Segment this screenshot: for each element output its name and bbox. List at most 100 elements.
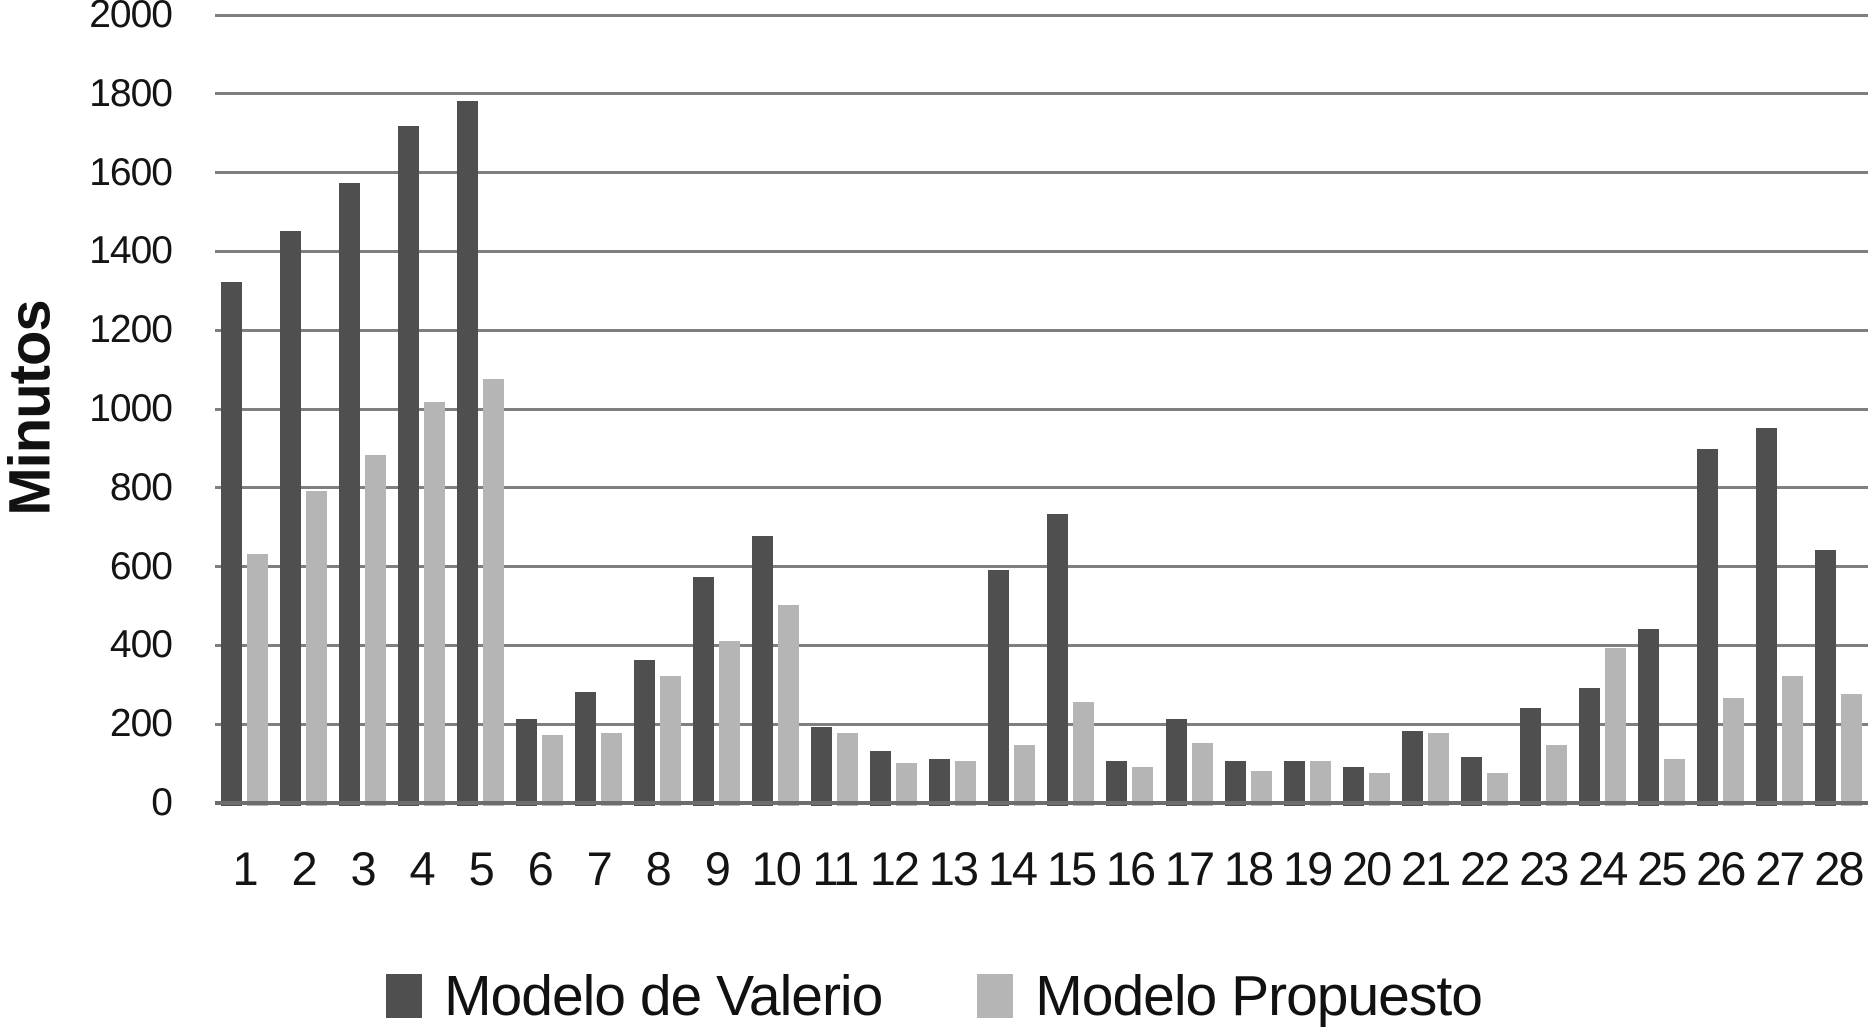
category-group-25 [1632, 15, 1691, 806]
bar-series1-cat12 [870, 750, 892, 806]
category-group-21 [1396, 15, 1455, 806]
legend-swatch-1 [386, 974, 423, 1018]
gridline-1200 [215, 328, 1868, 332]
category-group-22 [1455, 15, 1514, 806]
bar-series1-cat8 [634, 660, 656, 806]
bar-series2-cat15 [1073, 701, 1095, 806]
legend-swatch-2 [977, 974, 1014, 1018]
bar-series1-cat26 [1696, 449, 1718, 806]
bar-series1-cat25 [1637, 628, 1659, 806]
y-tick-label-400: 400 [109, 623, 173, 667]
category-group-12 [864, 15, 923, 806]
x-tick-label-20: 20 [1341, 842, 1392, 895]
category-group-26 [1691, 15, 1750, 806]
category-group-17 [1160, 15, 1219, 806]
legend-item-1: Modelo de Valerio [386, 966, 883, 1026]
x-tick-label-22: 22 [1460, 842, 1510, 895]
bar-series2-cat13 [955, 760, 977, 806]
bar-series2-cat22 [1486, 772, 1508, 806]
bar-series1-cat21 [1401, 731, 1423, 806]
x-tick-label-16: 16 [1105, 842, 1156, 895]
bar-series1-cat2 [280, 230, 302, 806]
bar-series1-cat4 [398, 126, 420, 806]
bar-series1-cat24 [1578, 687, 1600, 806]
category-group-1 [215, 15, 274, 806]
bar-series2-cat21 [1427, 733, 1449, 806]
bar-series2-cat6 [542, 735, 564, 806]
bar-series1-cat22 [1460, 756, 1482, 806]
x-axis-tick-labels: 1 2 3 4 5 6 7 8 9 10 11 12 13 14 15 16 17 18 19 20 21 22 23 24 2… [215, 838, 1868, 900]
bar-series2-cat8 [660, 675, 682, 806]
x-tick-label-24: 24 [1578, 842, 1628, 895]
category-group-13 [923, 15, 982, 806]
bar-series2-cat27 [1781, 675, 1803, 806]
x-tick-label-23: 23 [1519, 842, 1569, 895]
bar-series1-cat28 [1814, 549, 1836, 806]
x-tick-label-9: 9 [704, 842, 731, 895]
gridline-1000 [215, 407, 1868, 411]
bar-series1-cat27 [1755, 427, 1777, 806]
bar-series1-cat15 [1047, 514, 1069, 806]
x-tick-label-14: 14 [987, 842, 1038, 895]
category-group-4 [392, 15, 451, 806]
x-tick-label-5: 5 [468, 842, 495, 895]
x-tick-label-19: 19 [1282, 842, 1333, 895]
category-group-19 [1278, 15, 1337, 806]
bar-series2-cat9 [719, 640, 741, 806]
x-tick-label-26: 26 [1696, 842, 1746, 895]
bar-series1-cat19 [1283, 760, 1305, 806]
y-axis-tick-labels: 0 200 400 600 800 1000 1200 1400 1600 1800 2000 [0, 0, 173, 1036]
bar-series2-cat25 [1663, 758, 1685, 806]
bar-series1-cat13 [929, 758, 951, 806]
legend-item-2: Modelo Propuesto [977, 966, 1483, 1026]
x-tick-label-21: 21 [1401, 842, 1451, 895]
x-tick-label-18: 18 [1223, 842, 1274, 895]
y-tick-label-0: 0 [151, 781, 173, 824]
gridline-600 [215, 565, 1868, 569]
x-tick-label-4: 4 [409, 842, 436, 895]
bar-series2-cat17 [1191, 742, 1213, 806]
category-group-7 [569, 15, 628, 806]
bar-series2-cat1 [247, 553, 269, 806]
bar-series1-cat7 [575, 691, 597, 806]
bar-series1-cat6 [516, 719, 538, 806]
y-tick-label-1800: 1800 [89, 71, 173, 115]
category-group-28 [1809, 15, 1868, 806]
bar-series1-cat23 [1519, 707, 1541, 806]
x-tick-label-8: 8 [645, 842, 672, 895]
bar-series1-cat9 [693, 577, 715, 806]
y-tick-label-2000: 2000 [89, 0, 173, 36]
bar-series1-cat11 [811, 727, 833, 806]
plot-area [215, 13, 1868, 806]
bar-series2-cat5 [483, 378, 505, 806]
bar-series1-cat16 [1106, 760, 1128, 806]
bar-series2-cat2 [306, 490, 328, 806]
category-group-18 [1219, 15, 1278, 806]
bar-series1-cat20 [1342, 766, 1364, 806]
category-group-15 [1041, 15, 1100, 806]
bar-series2-cat26 [1722, 697, 1744, 806]
x-tick-label-27: 27 [1755, 842, 1805, 895]
bar-series2-cat19 [1309, 760, 1331, 806]
bar-series1-cat5 [457, 100, 479, 806]
gridline-2000 [215, 13, 1868, 17]
bar-series2-cat23 [1545, 744, 1567, 806]
bar-series2-cat12 [896, 762, 918, 806]
category-group-6 [510, 15, 569, 806]
bar-series1-cat14 [988, 569, 1010, 806]
gridline-1400 [215, 249, 1868, 253]
bar-series2-cat18 [1250, 770, 1272, 806]
x-tick-label-17: 17 [1164, 842, 1215, 895]
x-tick-label-11: 11 [812, 842, 859, 895]
gridline-1800 [215, 92, 1868, 96]
x-tick-label-2: 2 [291, 842, 317, 895]
bar-series2-cat20 [1368, 772, 1390, 806]
category-group-20 [1337, 15, 1396, 806]
category-group-5 [451, 15, 510, 806]
category-group-11 [805, 15, 864, 806]
gridline-1600 [215, 171, 1868, 175]
bar-series1-cat1 [221, 281, 243, 806]
category-group-2 [274, 15, 333, 806]
x-tick-label-6: 6 [527, 842, 554, 895]
